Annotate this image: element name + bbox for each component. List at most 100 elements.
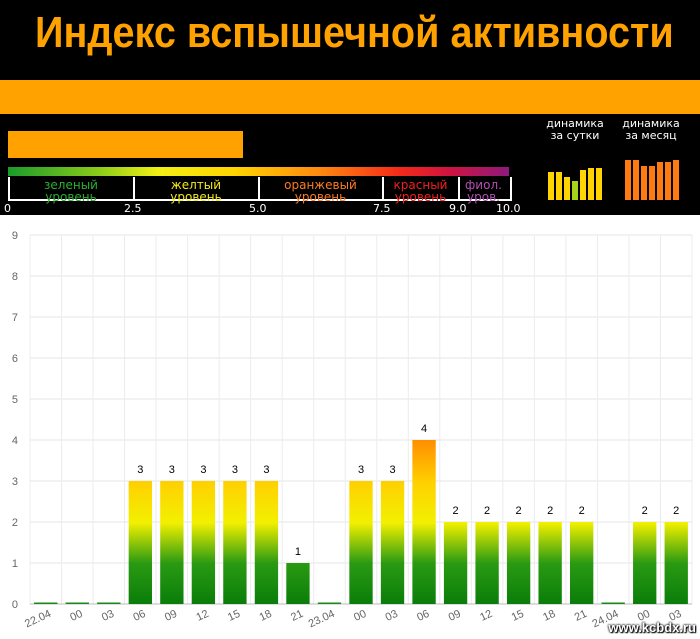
y-tick-label: 4 [12,435,18,447]
data-label: 2 [547,505,553,517]
bar [633,522,657,604]
dynamics-month-title: динамика за месяц [622,117,680,142]
x-tick-label: 00 [636,608,652,624]
data-label: 3 [232,464,238,476]
bar [601,602,625,604]
level-purple-label: фиол. уров. [465,178,502,204]
bar [223,481,247,604]
x-tick-label: 15 [226,608,242,624]
y-tick-label: 0 [12,599,18,611]
x-tick-label: 09 [163,608,179,624]
bar [506,522,531,604]
y-tick-label: 6 [12,353,18,365]
data-label: 2 [453,505,459,517]
level-yellow-label: желтый уровень [170,178,222,204]
x-tick-label: 18 [258,608,274,624]
mini-bar [580,170,586,200]
x-tick-label: 00 [68,608,84,624]
mini-bar [649,166,655,200]
mini-bar [657,162,663,200]
x-tick-label: 15 [510,608,526,624]
bar [538,522,562,604]
data-label: 3 [137,464,143,476]
data-label: 3 [200,464,206,476]
x-tick-label: 22.04 [23,608,53,631]
scale-tick: 9.0 [449,202,467,215]
bar [317,602,342,604]
scale-tick: 7.5 [373,202,391,215]
scale-tick: 0 [4,202,11,215]
x-tick-label: 12 [194,608,210,624]
scale-tick: 10.0 [496,202,521,215]
data-label: 4 [421,423,427,435]
data-label: 3 [389,464,395,476]
data-label: 3 [169,464,175,476]
mini-bar [548,172,554,200]
data-label: 1 [295,546,301,558]
level-orange-label: оранжевый уровень [284,178,357,204]
bar [286,563,310,604]
bar [34,602,58,604]
y-tick-label: 8 [12,271,18,283]
y-tick-label: 7 [12,312,18,324]
data-label: 2 [642,505,648,517]
data-label: 3 [358,464,364,476]
x-tick-label: 03 [667,608,683,624]
mini-bar [625,160,631,200]
scale-separator [382,177,384,201]
x-tick-label: 21 [289,608,305,624]
x-tick-label: 00 [352,608,368,624]
bar [97,602,121,604]
data-label: 3 [263,464,269,476]
scale-tick: 2.5 [124,202,142,215]
dynamics-day-title: динамика за сутки [546,117,604,142]
mini-bar [564,177,570,200]
bar [380,481,405,604]
y-tick-label: 3 [12,476,18,488]
bar [254,481,279,604]
bar [475,522,499,604]
bar [65,602,89,604]
page-title: Индекс вспышечной активности [35,8,674,57]
mini-bar [572,181,578,200]
x-tick-label: 06 [131,608,147,624]
y-tick-label: 5 [12,394,18,406]
scale-gradient [8,167,509,176]
orange-band [0,80,700,114]
mini-bar [633,160,639,200]
flare-index-chart: 0 12 3 4 5 6 7 8 9 3 3 3 3 3 1 3 3 4 2 2 2 2 2 2 2 22.04 00 03 06 09 1… [12,230,693,631]
data-label: 2 [484,505,490,517]
mini-bar [641,166,647,200]
y-tick-label: 1 [12,558,18,570]
bar [443,522,468,604]
x-tick-label: 21 [573,608,589,624]
x-tick-label: 23.04 [307,608,337,631]
data-label: 2 [673,505,679,517]
current-index-bar [8,131,243,158]
data-label: 2 [579,505,585,517]
scale-tick: 5.0 [249,202,267,215]
scale-separator [133,177,135,201]
bar [160,481,184,604]
x-tick-label: 03 [100,608,116,624]
level-red-label: красный уровень [393,178,448,204]
bar [191,481,216,604]
bar [128,481,152,604]
bar [570,522,594,604]
mini-bar [588,168,594,200]
mini-bar [596,168,602,200]
mini-bar [673,160,679,200]
scale-separator [258,177,260,201]
scale-box [8,177,512,201]
bar [664,522,688,604]
mini-bar [665,162,671,200]
x-tick-label: 06 [415,608,431,624]
bar [349,481,373,604]
x-tick-label: 03 [384,608,400,624]
scale-separator [458,177,460,201]
mini-bar [556,172,562,200]
y-tick-label: 9 [12,230,18,242]
y-tick-label: 2 [12,517,18,529]
x-tick-label: 09 [447,608,463,624]
x-tick-label: 12 [478,608,494,624]
